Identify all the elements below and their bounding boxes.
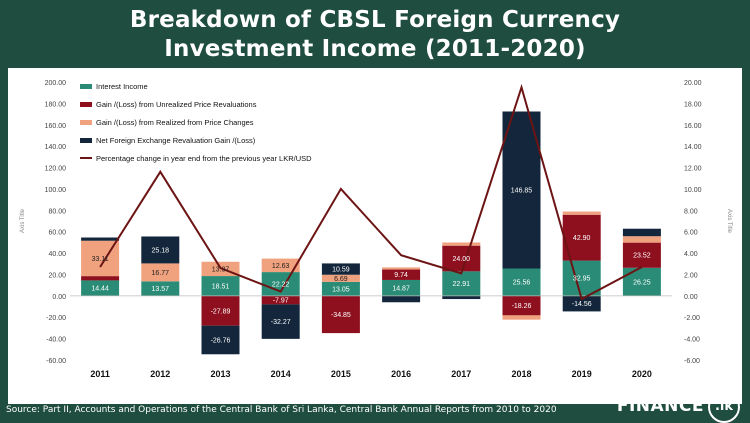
y-tick-label: 80.00 (48, 208, 66, 215)
data-label-interest-2017: 22.91 (453, 281, 471, 288)
data-label-interest-2013: 18.51 (212, 283, 230, 290)
x-tick-label-2012: 2012 (150, 369, 170, 379)
y2-axis-title: Axis Title (726, 209, 732, 234)
x-tick-label-2014: 2014 (271, 369, 291, 379)
y2-tick-label: 10.00 (684, 187, 702, 194)
data-label-realized-2012: 16.77 (152, 270, 170, 277)
y2-tick-label: 4.00 (684, 251, 698, 258)
y-tick-label: 140.00 (45, 144, 67, 151)
legend-label-realized: Gain /(Loss) from Realized from Price Ch… (96, 118, 254, 127)
x-tick-label-2019: 2019 (572, 369, 592, 379)
legend-swatch-interest (80, 84, 92, 89)
y-axis-title: Axis Title (20, 208, 26, 233)
data-label-fx-2015: 10.59 (332, 267, 350, 274)
data-label-interest-2011: 14.44 (91, 286, 109, 293)
y2-tick-label: 2.00 (684, 272, 698, 279)
x-tick-label-2017: 2017 (451, 369, 471, 379)
data-label-fx-2012: 25.18 (152, 247, 170, 254)
data-label-unrealized-2016: 9.74 (394, 272, 408, 279)
data-label-fx-2014: -32.27 (271, 319, 291, 326)
data-label-unrealized-2017: 24.00 (453, 256, 471, 263)
data-label-interest-2016: 14.87 (392, 285, 410, 292)
y2-tick-label: -4.00 (684, 337, 700, 344)
x-tick-label-2018: 2018 (511, 369, 531, 379)
data-label-interest-2015: 13.05 (332, 286, 350, 293)
header: Breakdown of CBSL Foreign Currency Inves… (0, 0, 750, 68)
data-label-unrealized-2014: -7.97 (273, 298, 289, 305)
chart-svg: -60.00 -40.00 -20.00 0.00 20.00 40.00 60.00 80.… (8, 68, 742, 404)
data-label-realized-2015: 6.69 (334, 276, 348, 283)
legend-swatch-unrealized (80, 102, 92, 107)
y-tick-label: 180.00 (45, 101, 67, 108)
y-tick-label: 100.00 (45, 187, 67, 194)
data-label-interest-2018: 25.56 (513, 280, 531, 287)
data-label-realized-2013: 13.37 (212, 266, 230, 273)
y2-tick-label: 12.00 (684, 166, 702, 173)
y2-tick-label: 18.00 (684, 101, 702, 108)
bar-unrealized-2011 (81, 276, 119, 280)
x-tick-label-2011: 2011 (90, 369, 110, 379)
chart-title: Breakdown of CBSL Foreign Currency Inves… (0, 0, 750, 64)
y-tick-label: 160.00 (45, 123, 67, 130)
data-label-realized-2014: 12.63 (272, 263, 290, 270)
legend-label-interest: Interest Income (96, 82, 148, 91)
bar-fx-2017 (442, 296, 480, 299)
title-line-2: Investment Income (2011-2020) (164, 36, 586, 62)
data-label-realized-2011: 33.11 (92, 256, 109, 263)
y2-tick-label: 0.00 (684, 294, 698, 301)
data-label-interest-2012: 13.57 (152, 286, 170, 293)
source-note: Source: Part II, Accounts and Operations… (6, 405, 557, 415)
public-finance-logo: PUBLIC FINANCE .lk (617, 381, 740, 415)
y2-tick-label: 14.00 (684, 144, 702, 151)
y-tick-label: -40.00 (46, 337, 66, 344)
data-label-interest-2020: 26.25 (633, 279, 651, 286)
data-label-unrealized-2019: 42.90 (573, 235, 591, 242)
chart-panel: -60.00 -40.00 -20.00 0.00 20.00 40.00 60.00 80.… (8, 68, 742, 404)
data-label-interest-2014: 22.22 (272, 281, 290, 288)
y-tick-label: 0.00 (52, 294, 66, 301)
bar-realized-2020 (623, 236, 661, 242)
x-tick-label-2013: 2013 (210, 369, 230, 379)
bar-realized-2017 (442, 242, 480, 245)
y2-tick-label: -6.00 (684, 358, 700, 365)
y-tick-label: -60.00 (46, 358, 66, 365)
y-tick-label: -20.00 (46, 315, 66, 322)
y2-tick-label: 20.00 (684, 80, 702, 87)
data-label-fx-2019: -14.56 (572, 301, 592, 308)
data-label-unrealized-2018: -18.26 (512, 303, 532, 310)
data-label-unrealized-2020: 23.52 (633, 253, 651, 260)
y-tick-label: 20.00 (48, 272, 66, 279)
x-tick-label-2016: 2016 (391, 369, 411, 379)
bar-fx-2020 (623, 229, 661, 236)
bar-fx-2016 (382, 296, 420, 302)
legend-label-line: Percentage change in year end from the p… (96, 154, 312, 163)
logo-line-2: FINANCE (617, 398, 704, 415)
data-label-fx-2018: 146.85 (511, 188, 533, 195)
data-label-interest-2019: 32.95 (573, 276, 591, 283)
logo-suffix: .lk (708, 391, 740, 423)
y-tick-label: 120.00 (45, 166, 67, 173)
bar-realized-2016 (382, 267, 420, 269)
y-tick-label: 60.00 (48, 230, 66, 237)
y2-tick-label: 16.00 (684, 123, 702, 130)
x-tick-label-2020: 2020 (632, 369, 652, 379)
bar-realized-2018 (503, 315, 541, 319)
legend-label-unrealized: Gain /(Loss) from Unrealized Price Reval… (96, 100, 257, 109)
y-tick-label: 40.00 (48, 251, 66, 258)
y2-tick-label: 8.00 (684, 208, 698, 215)
data-label-unrealized-2015: -34.85 (331, 312, 351, 319)
y2-tick-label: 6.00 (684, 230, 698, 237)
legend-swatch-realized (80, 120, 92, 125)
x-tick-label-2015: 2015 (331, 369, 351, 379)
y2-tick-label: -2.00 (684, 315, 700, 322)
y-tick-label: 200.00 (45, 80, 67, 87)
bar-realized-2019 (563, 212, 601, 215)
bar-fx-2011 (81, 238, 119, 241)
title-line-1: Breakdown of CBSL Foreign Currency (130, 7, 620, 33)
legend-swatch-fx (80, 138, 92, 143)
data-label-fx-2013: -26.76 (211, 337, 231, 344)
data-label-unrealized-2013: -27.89 (211, 308, 231, 315)
legend-label-fx: Net Foreign Exchange Revaluation Gain /(… (96, 136, 256, 145)
